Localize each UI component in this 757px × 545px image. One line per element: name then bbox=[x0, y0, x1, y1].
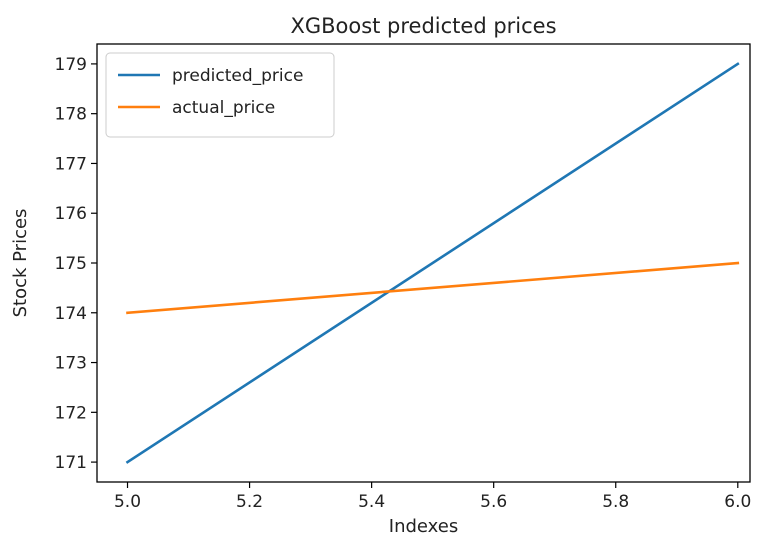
y-tick-label: 172 bbox=[55, 403, 87, 423]
x-tick-label: 5.2 bbox=[236, 492, 263, 512]
legend-label-actual-price: actual_price bbox=[172, 98, 275, 118]
series-layer bbox=[125, 62, 740, 464]
x-tick-label: 5.8 bbox=[602, 492, 629, 512]
legend-label-predicted-price: predicted_price bbox=[172, 66, 303, 86]
series-line-predicted-price bbox=[125, 62, 740, 464]
legend-box bbox=[105, 52, 335, 138]
x-axis-ticks: 5.0 5.2 5.4 5.6 5.8 6.0 bbox=[114, 482, 751, 512]
y-tick-label: 171 bbox=[55, 453, 87, 473]
y-tick-label: 179 bbox=[55, 55, 87, 75]
legend: predicted_price actual_price bbox=[105, 52, 335, 138]
x-tick-label: 6.0 bbox=[724, 492, 751, 512]
y-tick-label: 174 bbox=[55, 304, 87, 324]
x-tick-label: 5.6 bbox=[480, 492, 507, 512]
y-tick-label: 173 bbox=[55, 354, 87, 374]
y-tick-label: 175 bbox=[55, 254, 87, 274]
series-line-actual-price bbox=[126, 261, 740, 315]
x-tick-label: 5.4 bbox=[358, 492, 385, 512]
x-axis-label: Indexes bbox=[389, 516, 458, 537]
y-axis-ticks: 171 172 173 174 175 176 177 178 179 bbox=[55, 55, 97, 473]
chart-title: XGBoost predicted prices bbox=[290, 14, 556, 38]
y-axis-label: Stock Prices bbox=[10, 209, 31, 318]
y-tick-label: 178 bbox=[55, 105, 87, 125]
y-tick-label: 176 bbox=[55, 204, 87, 224]
x-tick-label: 5.0 bbox=[114, 492, 141, 512]
y-tick-label: 177 bbox=[55, 154, 87, 174]
